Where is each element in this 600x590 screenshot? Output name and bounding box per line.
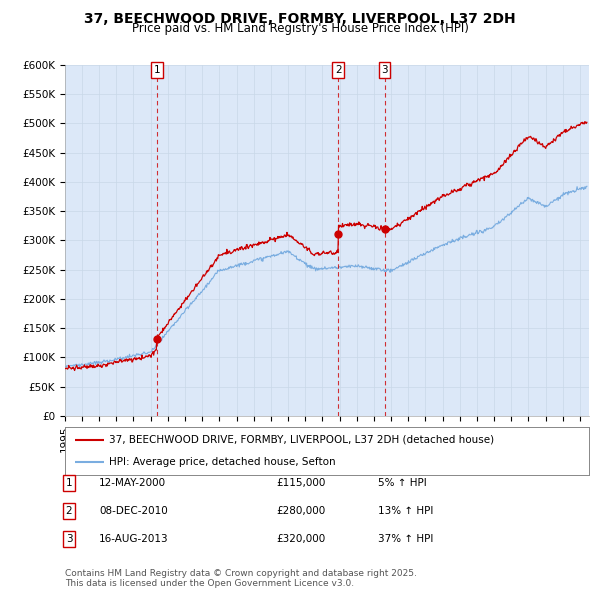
Text: 1: 1 [154,65,160,75]
Text: 5% ↑ HPI: 5% ↑ HPI [378,478,427,487]
Text: £115,000: £115,000 [276,478,325,487]
Text: Contains HM Land Registry data © Crown copyright and database right 2025.
This d: Contains HM Land Registry data © Crown c… [65,569,416,588]
Text: 12-MAY-2000: 12-MAY-2000 [99,478,166,487]
Text: 13% ↑ HPI: 13% ↑ HPI [378,506,433,516]
Text: 08-DEC-2010: 08-DEC-2010 [99,506,168,516]
Text: 3: 3 [381,65,388,75]
Text: 16-AUG-2013: 16-AUG-2013 [99,535,169,544]
Text: 37% ↑ HPI: 37% ↑ HPI [378,535,433,544]
Text: £280,000: £280,000 [276,506,325,516]
Text: 37, BEECHWOOD DRIVE, FORMBY, LIVERPOOL, L37 2DH: 37, BEECHWOOD DRIVE, FORMBY, LIVERPOOL, … [84,12,516,26]
Text: 1: 1 [65,478,73,487]
Text: HPI: Average price, detached house, Sefton: HPI: Average price, detached house, Seft… [109,457,336,467]
Text: Price paid vs. HM Land Registry's House Price Index (HPI): Price paid vs. HM Land Registry's House … [131,22,469,35]
Text: 2: 2 [335,65,341,75]
Text: 2: 2 [65,506,73,516]
Text: £320,000: £320,000 [276,535,325,544]
Text: 3: 3 [65,535,73,544]
Text: 37, BEECHWOOD DRIVE, FORMBY, LIVERPOOL, L37 2DH (detached house): 37, BEECHWOOD DRIVE, FORMBY, LIVERPOOL, … [109,435,494,445]
